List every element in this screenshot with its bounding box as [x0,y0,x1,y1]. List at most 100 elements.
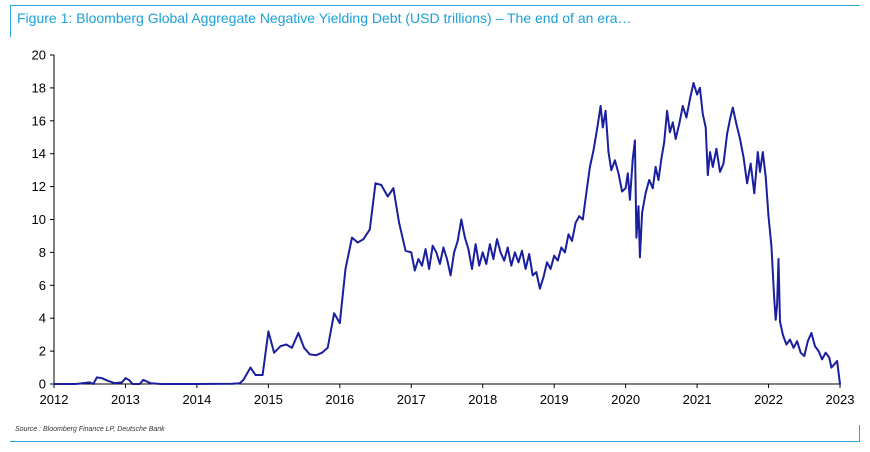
data-point [715,147,718,150]
data-point [249,366,252,369]
x-tick-label: 2013 [111,392,140,407]
y-tick-label: 0 [39,377,46,392]
data-point [261,374,264,376]
data-point [413,269,416,272]
data-point [817,350,820,352]
data-point [351,236,353,239]
data-point [101,377,103,380]
data-point [308,353,311,356]
source-note: Source : Bloomberg Finance LP, Deutsche … [15,426,165,433]
data-point [368,228,371,231]
data-point [581,218,584,221]
data-point [121,381,123,384]
x-tick-label: 2015 [254,392,283,407]
y-tick-label: 16 [32,113,46,128]
data-point [641,212,643,214]
data-point [131,383,134,385]
data-point [589,166,591,168]
y-tick-label: 10 [32,212,46,227]
data-point [326,346,329,349]
data-point [648,179,651,181]
data-point [663,141,666,144]
data-point [796,340,798,343]
data-point [621,190,623,193]
x-tick-label: 2020 [611,392,640,407]
data-point [614,159,616,162]
data-point [489,243,491,246]
data-point [421,264,423,267]
data-point [439,263,441,265]
data-point [657,179,660,181]
data-point [767,215,770,218]
data-point [291,346,293,349]
data-point [442,246,445,249]
data-point [267,330,270,333]
data-point [746,182,748,185]
x-tick-label: 2018 [468,392,497,407]
y-tick-label: 4 [39,311,46,326]
data-point [833,363,836,366]
data-point [524,268,527,270]
x-tick-label: 2014 [182,392,211,407]
axes [50,54,841,388]
data-point [517,261,520,264]
data-point [567,233,570,236]
data-point [238,382,241,385]
data-point [776,304,778,306]
data-point [321,351,323,354]
data-point [792,346,795,349]
data-point [585,192,588,195]
data-point [709,151,711,154]
data-point [528,253,531,255]
data-point [821,358,823,361]
data-point [424,248,427,251]
data-point [338,322,341,324]
data-point [810,332,813,334]
data-point [88,381,91,384]
data-point [464,236,466,239]
data-point [824,351,827,354]
x-tick-label: 2022 [754,392,783,407]
data-point [362,238,365,241]
data-point [685,116,688,119]
data-point [273,351,275,354]
data-point [651,187,654,190]
data-point [770,244,773,247]
data-point [701,113,704,116]
data-point [467,248,470,251]
data-point [731,106,734,109]
tick-labels: 0 2 4 6 8 10 12 14 16 18 20 2012 2013 2014 2015 2016 201… [32,48,855,408]
data-point [428,268,430,270]
data-point [828,356,831,359]
series-line [53,82,841,385]
data-point [449,274,452,277]
data-point [624,187,627,190]
data-point [629,198,631,201]
data-point [499,251,502,254]
data-point [592,149,595,152]
data-point [601,126,604,129]
data-point [138,383,141,385]
x-tick-label: 2012 [40,392,69,407]
data-point [631,157,634,160]
y-tick-label: 14 [32,146,46,161]
data-point [315,354,318,357]
data-point [417,258,420,260]
data-point [839,383,841,385]
data-point [719,170,721,173]
data-point [471,268,473,270]
data-point [666,110,668,112]
data-point [729,118,731,121]
data-point [510,264,513,267]
data-point [96,376,98,379]
data-point [699,87,701,89]
data-point [681,105,684,107]
series-group [53,82,841,385]
data-point [777,258,780,260]
data-point [599,105,602,107]
data-point [571,240,573,242]
data-point [392,187,395,190]
data-point [617,172,620,175]
y-tick-label: 18 [32,80,46,95]
data-point [753,192,756,195]
